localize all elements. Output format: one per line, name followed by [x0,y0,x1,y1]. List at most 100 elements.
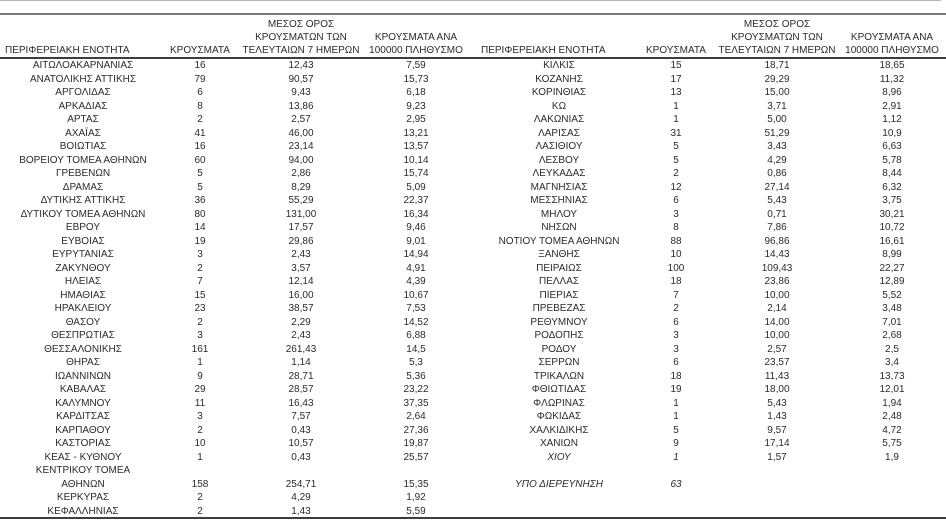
table-body-left: ΑΙΤΩΛΟΑΚΑΡΝΑΝΙΑΣ 16 12,43 7,59 ΑΝΑΤΟΛΙΚΗΣ ΑΤ… [2,59,466,518]
per100k-cell: 8,99 [882,249,902,260]
cases-cell: 14 [194,222,206,233]
avg7-cell: 14,43 [764,249,790,260]
cases-cell: 2 [673,168,679,179]
region-cell: ΑΧΑΪΑΣ [65,127,101,139]
table-row: ΗΡΑΚΛΕΙΟΥ 23 38,57 7,53 [2,302,466,316]
avg7-cell: 10,57 [288,438,314,449]
region-cell: ΚΕΑΣ - ΚΥΘΝΟΥ [44,451,122,463]
cases-cell: 2 [197,316,203,328]
per100k-cell: 7,53 [406,303,426,314]
per100k-cell: 2,68 [882,330,902,341]
avg7-cell: 96,86 [764,235,790,247]
bottom-divider [0,517,946,519]
avg7-cell: 10,00 [764,330,790,341]
cases-cell: 9 [197,370,203,382]
cases-cell: 16 [194,60,206,71]
cases-cell: 161 [191,343,209,355]
table-row: ΧΑΛΚΙΔΙΚΗΣ 5 9,57 4,72 [478,424,942,438]
table-row: ΧΙΟΥ 1 1,57 1,9 [478,451,942,465]
cases-cell: 6 [197,87,203,98]
avg7-cell: 18,00 [764,384,790,395]
per100k-cell: 4,72 [882,424,902,436]
cases-cell: 1 [673,397,679,409]
column-header-avg7-line2: ΚΡΟΥΣΜΑΤΩΝ ΤΩΝ [731,32,823,43]
per100k-cell: 25,57 [403,451,429,463]
avg7-cell: 51,29 [764,127,790,139]
table-row: ΡΟΔΟΥ 3 2,57 2,5 [478,343,942,357]
table-row: ΡΟΔΟΠΗΣ 3 10,00 2,68 [478,329,942,343]
avg7-cell: 12,43 [288,60,314,71]
region-cell: ΖΑΚΥΝΘΟΥ [55,262,111,274]
avg7-cell: 2,43 [291,249,311,260]
cases-cell: 19 [194,235,206,247]
per100k-cell: 18,65 [879,60,905,71]
avg7-cell: 4,29 [767,154,787,166]
table-row: ΔΥΤΙΚΟΥ ΤΟΜΕΑ ΑΘΗΝΩΝ 80 131,00 16,34 [2,208,466,222]
table-row: ΚΟΖΑΝΗΣ 17 29,29 11,32 [478,73,942,87]
cases-cell: 1 [197,451,203,463]
per100k-cell: 10,72 [879,222,905,233]
column-header-avg7-line2: ΚΡΟΥΣΜΑΤΩΝ ΤΩΝ [255,32,347,43]
region-cell [478,464,640,478]
table-row: ΛΕΥΚΑΔΑΣ 2 0,86 8,44 [478,167,942,181]
table-row: ΘΑΣΟΥ 2 2,29 14,52 [2,316,466,330]
per100k-cell: 7,59 [406,60,426,71]
table-row: ΤΡΙΚΑΛΩΝ 18 11,43 13,73 [478,370,942,384]
per100k-cell: 3,75 [882,195,902,206]
column-header-region: ΠΕΡΙΦΕΡΕΙΑΚΗ ΕΝΟΤΗΤΑ [481,45,606,56]
cases-cell: 6 [673,357,679,368]
region-cell: ΔΡΑΜΑΣ [62,181,104,193]
top-thin-divider [0,0,941,1]
cases-cell: 12 [670,181,682,193]
per100k-cell: 22,27 [879,262,905,274]
per100k-cell: 3,4 [885,357,899,368]
per100k-cell: 6,32 [882,181,902,193]
per100k-cell: 23,22 [403,384,429,395]
avg7-cell: 2,29 [291,316,311,328]
per100k-cell: 16,61 [879,235,905,247]
cases-cell: 6 [673,195,679,206]
column-header-per100k-line1: ΚΡΟΥΣΜΑΤΑ ΑΝΑ [374,32,458,43]
per100k-cell: 2,91 [882,100,902,112]
avg7-cell: 29,29 [764,73,790,85]
cases-cell: 31 [670,127,682,139]
region-cell: ΧΙΟΥ [547,451,571,463]
region-cell: ΚΑΡΔΙΤΣΑΣ [56,411,110,422]
avg7-cell: 18,71 [764,60,790,71]
table-row: ΛΕΣΒΟΥ 5 4,29 5,78 [478,154,942,168]
table-row: ΕΥΡΥΤΑΝΙΑΣ 3 2,43 14,94 [2,248,466,262]
table-row: ΑΡΤΑΣ 2 2,57 2,95 [2,113,466,127]
regional-cases-table-left: ΠΕΡΙΦΕΡΕΙΑΚΗ ΕΝΟΤΗΤΑ ΚΡΟΥΣΜΑΤΑ ΜΕΣΟΣ ΟΡΟ… [2,16,466,518]
table-row: ΦΩΚΙΔΑΣ 1 1,43 2,48 [478,410,942,424]
region-cell: ΠΕΙΡΑΙΩΣ [536,262,582,274]
avg7-cell: 109,43 [761,262,793,274]
cases-cell: 3 [197,330,203,341]
avg7-cell [712,478,842,492]
avg7-cell: 9,43 [291,87,311,98]
cases-cell: 3 [673,330,679,341]
per100k-cell: 9,46 [406,222,426,233]
avg7-cell: 11,43 [764,370,790,382]
table-row: ΙΩΑΝΝΙΝΩΝ 9 28,71 5,36 [2,370,466,384]
cases-cell: 7 [673,289,679,301]
avg7-cell: 0,43 [291,424,311,436]
region-cell: ΚΑΒΑΛΑΣ [59,384,107,395]
avg7-cell: 1,57 [767,451,787,463]
avg7-cell: 2,14 [767,303,787,314]
table-row: ΚΕΡΚΥΡΑΣ 2 4,29 1,92 [2,491,466,505]
cases-cell: 5 [197,168,203,179]
cases-cell: 5 [673,424,679,436]
cases-cell: 1 [673,451,679,463]
cases-cell: 2 [673,303,679,314]
per100k-cell: 10,9 [882,127,902,139]
region-cell: ΧΑΝΙΩΝ [539,438,579,449]
avg7-cell: 46,00 [288,127,314,139]
cases-cell: 15 [194,289,206,301]
per100k-cell: 8,44 [882,168,902,179]
table-row: ΕΒΡΟΥ 14 17,57 9,46 [2,221,466,235]
per100k-cell: 15,74 [403,168,429,179]
avg7-cell: 13,86 [288,100,314,112]
avg7-cell: 2,57 [767,343,787,355]
per100k-cell: 11,32 [879,73,905,85]
cases-cell: 17 [670,73,682,85]
